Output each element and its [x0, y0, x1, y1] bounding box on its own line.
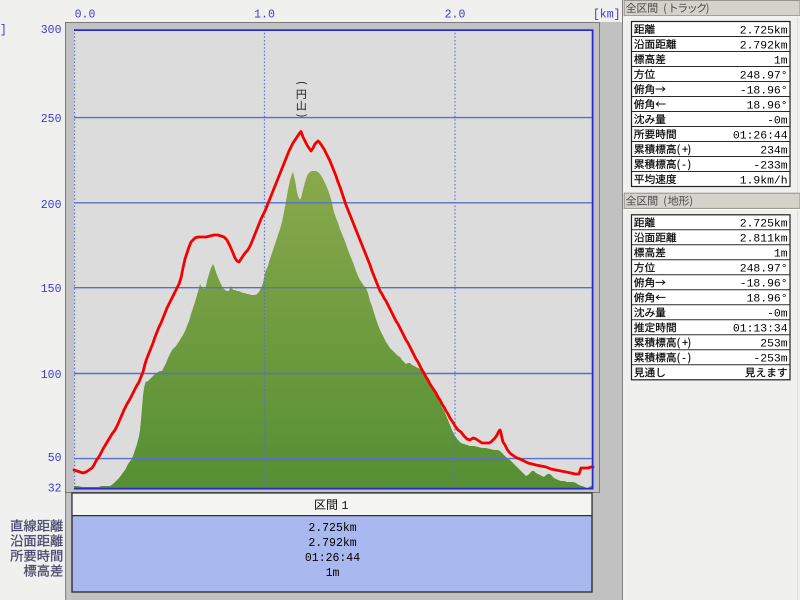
svg-text:2.725km: 2.725km — [740, 25, 788, 37]
svg-text:248.97°: 248.97° — [740, 264, 788, 276]
svg-text:200: 200 — [41, 199, 62, 212]
svg-text:]: ] — [0, 24, 7, 37]
svg-text:2.792km: 2.792km — [308, 537, 356, 550]
svg-text:300: 300 — [41, 24, 62, 37]
svg-text:50: 50 — [48, 452, 62, 465]
svg-text:2.725km: 2.725km — [740, 219, 788, 231]
svg-text:248.97°: 248.97° — [740, 70, 788, 82]
svg-text:250: 250 — [41, 113, 62, 126]
svg-text:-0m: -0m — [767, 309, 788, 321]
svg-text:18.96°: 18.96° — [747, 294, 788, 306]
svg-text:2.0: 2.0 — [445, 9, 466, 22]
svg-text:1: 1 — [342, 500, 349, 513]
svg-text:-253m: -253m — [753, 354, 787, 366]
svg-text:18.96°: 18.96° — [747, 100, 788, 112]
svg-text:253m: 253m — [760, 339, 788, 351]
svg-text:2.811km: 2.811km — [740, 234, 788, 246]
svg-text:-18.96°: -18.96° — [740, 85, 788, 97]
svg-text:150: 150 — [41, 283, 62, 296]
svg-text:01:13:34: 01:13:34 — [733, 324, 788, 336]
svg-text:2.725km: 2.725km — [308, 522, 356, 535]
svg-text:1m: 1m — [326, 567, 340, 580]
svg-text:-18.96°: -18.96° — [740, 279, 788, 291]
svg-text:32: 32 — [48, 483, 62, 496]
svg-text:[km]: [km] — [593, 9, 621, 22]
svg-text:1m: 1m — [774, 55, 788, 67]
svg-text:0.0: 0.0 — [75, 9, 96, 22]
svg-text:1m: 1m — [774, 249, 788, 261]
svg-text:01:26:44: 01:26:44 — [305, 552, 360, 565]
svg-text:1.0: 1.0 — [254, 9, 275, 22]
svg-text:-0m: -0m — [767, 115, 788, 127]
svg-text:100: 100 — [41, 369, 62, 382]
svg-text:234m: 234m — [760, 145, 788, 157]
svg-text:2.792km: 2.792km — [740, 40, 788, 52]
svg-text:1.9km/h: 1.9km/h — [740, 175, 788, 187]
svg-text:01:26:44: 01:26:44 — [733, 130, 788, 142]
svg-text:-233m: -233m — [753, 160, 787, 172]
